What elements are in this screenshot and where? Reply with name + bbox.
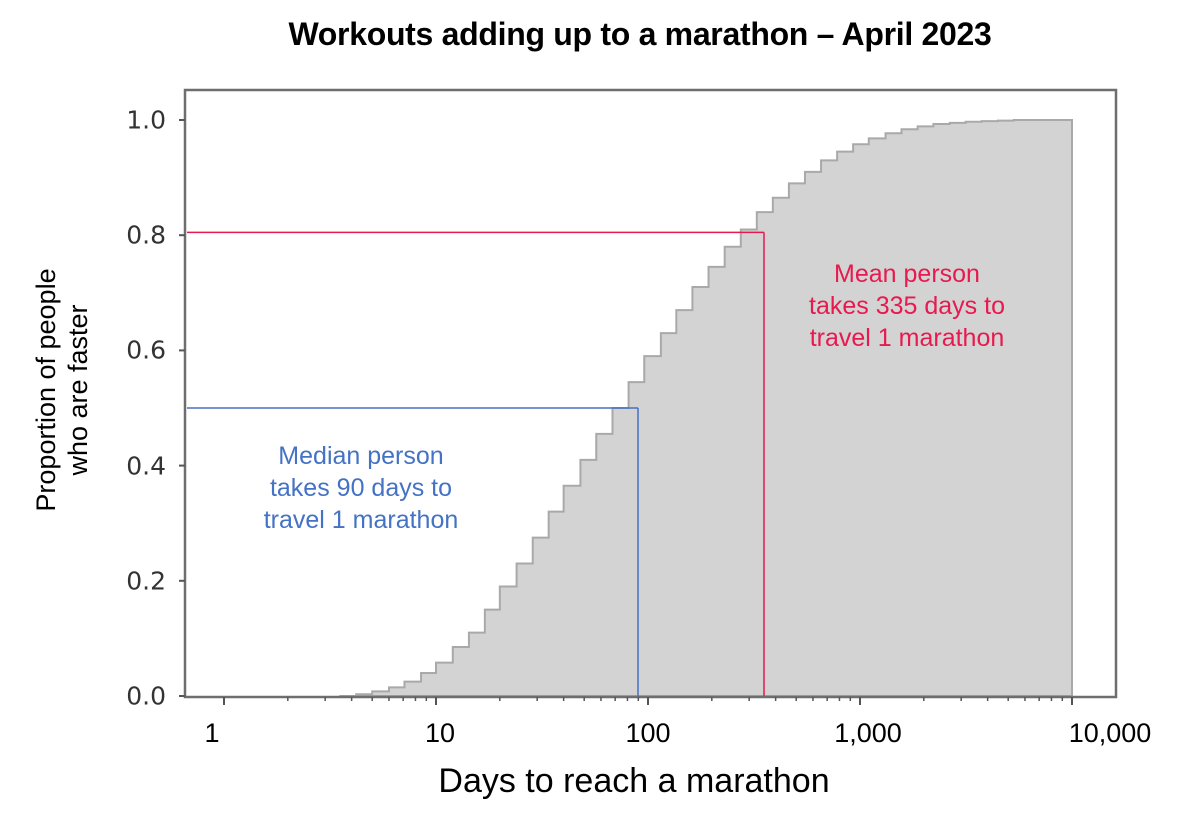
y-tick-label: 0.6 bbox=[126, 335, 166, 365]
mean-annotation-line2: takes 335 days to bbox=[809, 292, 1005, 320]
cdf-step-area bbox=[339, 119, 1073, 697]
median-annotation-line1: Median person bbox=[278, 442, 444, 470]
mean-annotation-line1: Mean person bbox=[834, 260, 980, 288]
y-tick-label: 0.2 bbox=[126, 566, 166, 596]
median-annotation: Median person takes 90 days to travel 1 … bbox=[264, 440, 459, 536]
x-tick-label: 100 bbox=[625, 718, 671, 748]
y-tick-label: 1.0 bbox=[126, 105, 166, 135]
median-annotation-line2: takes 90 days to bbox=[269, 474, 453, 502]
reference-lines bbox=[187, 231, 765, 696]
cdf-step-path bbox=[339, 119, 1073, 697]
median-annotation-line3: travel 1 marathon bbox=[263, 506, 459, 534]
y-tick-label: 0.4 bbox=[126, 451, 166, 481]
mean-annotation: Mean person takes 335 days to travel 1 m… bbox=[809, 258, 1005, 354]
x-tick-label: 1 bbox=[204, 718, 220, 748]
y-tick-label: 0.8 bbox=[126, 220, 166, 250]
axes-frame bbox=[183, 88, 1118, 699]
x-axis-label: Days to reach a marathon bbox=[438, 762, 830, 800]
x-tick-label: 10 bbox=[424, 718, 456, 748]
y-tick-label: 0.0 bbox=[126, 681, 166, 711]
mean-annotation-line3: travel 1 marathon bbox=[809, 324, 1005, 352]
x-tick-label: 1,000 bbox=[834, 718, 902, 748]
x-tick-label: 10,000 bbox=[1068, 718, 1152, 748]
chart-title: Workouts adding up to a marathon – April… bbox=[288, 16, 992, 52]
axis-ticks bbox=[179, 119, 1073, 705]
